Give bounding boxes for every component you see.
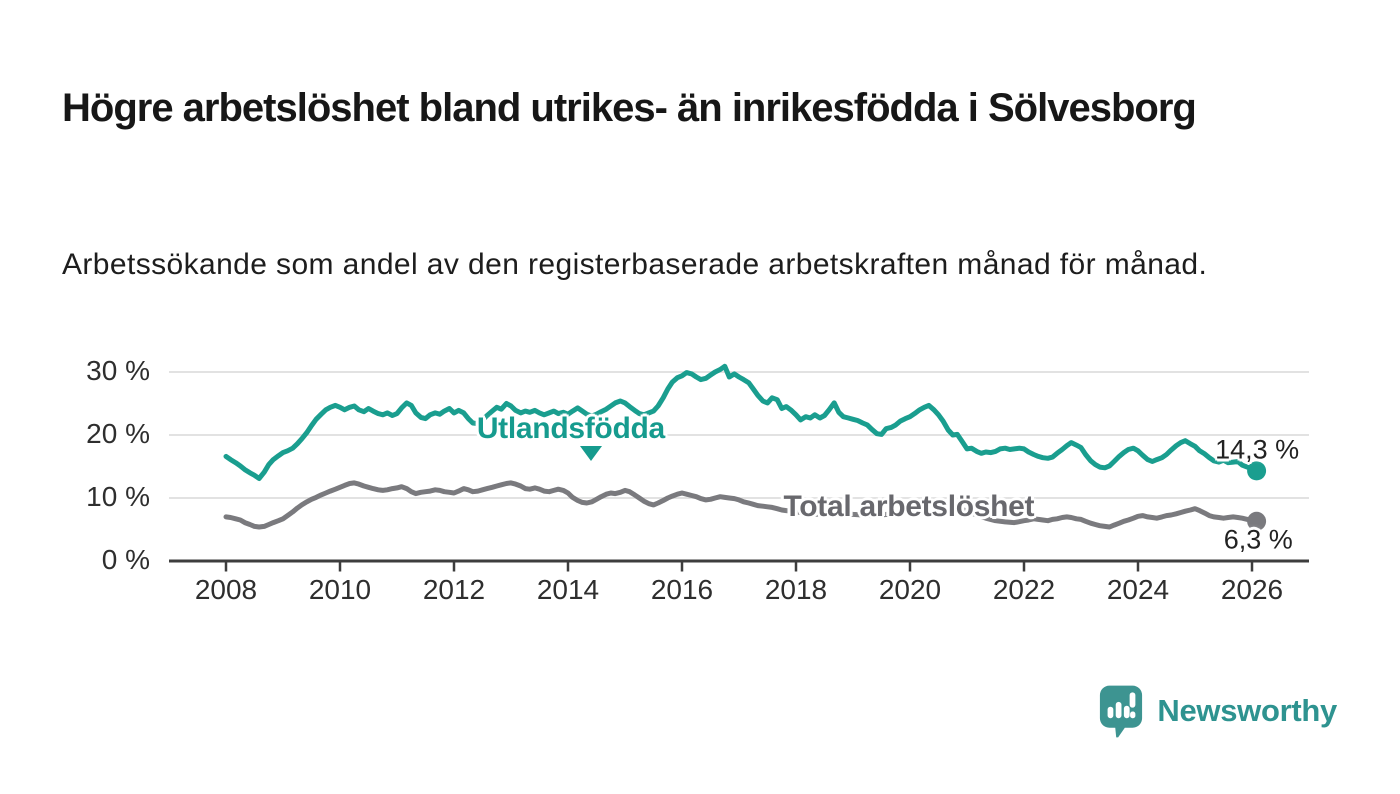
series-line-total-arbetsl-shet — [223, 480, 1260, 530]
series-label-arrow-icon — [579, 445, 602, 461]
value-label: 14,3 % — [1215, 434, 1300, 465]
newsworthy-logo: Newsworthy — [1098, 682, 1337, 740]
x-axis-tick-label: 2010 — [308, 574, 372, 605]
series-end-dot-utlandsf-dda — [1247, 461, 1267, 481]
x-axis-tick-label: 2020 — [878, 574, 942, 605]
newsworthy-wordmark: Newsworthy — [1157, 693, 1337, 728]
x-axis-tick-label: 2024 — [1106, 574, 1170, 605]
x-axis-tick-label: 2012 — [422, 574, 486, 605]
newsworthy-bubble-chart-icon — [1100, 685, 1143, 737]
series-line-utlandsf-dda — [223, 363, 1260, 481]
y-axis-tick-label: 10 % — [86, 481, 150, 512]
chart-subtitle: Arbetssökande som andel av den registerb… — [62, 248, 1208, 281]
y-axis-tick-label: 30 % — [86, 355, 150, 386]
series-label: Utlandsfödda — [476, 411, 665, 445]
x-axis-tick-label: 2022 — [992, 574, 1056, 605]
x-axis-tick-label: 2018 — [764, 574, 828, 605]
series-end-dot-total-arbetsl-shet — [1247, 511, 1267, 531]
x-axis-tick-label: 2026 — [1220, 574, 1284, 605]
y-axis-tick-label: 20 % — [86, 418, 150, 449]
series-label: Total arbetslöshet — [783, 489, 1035, 523]
value-label: 6,3 % — [1223, 524, 1293, 555]
x-axis-tick-label: 2014 — [536, 574, 600, 605]
x-axis-tick-label: 2008 — [194, 574, 258, 605]
x-axis-tick-label: 2016 — [650, 574, 714, 605]
y-axis-tick-label: 0 % — [101, 544, 150, 575]
page-title: Högre arbetslöshet bland utrikes- än inr… — [62, 85, 1197, 130]
